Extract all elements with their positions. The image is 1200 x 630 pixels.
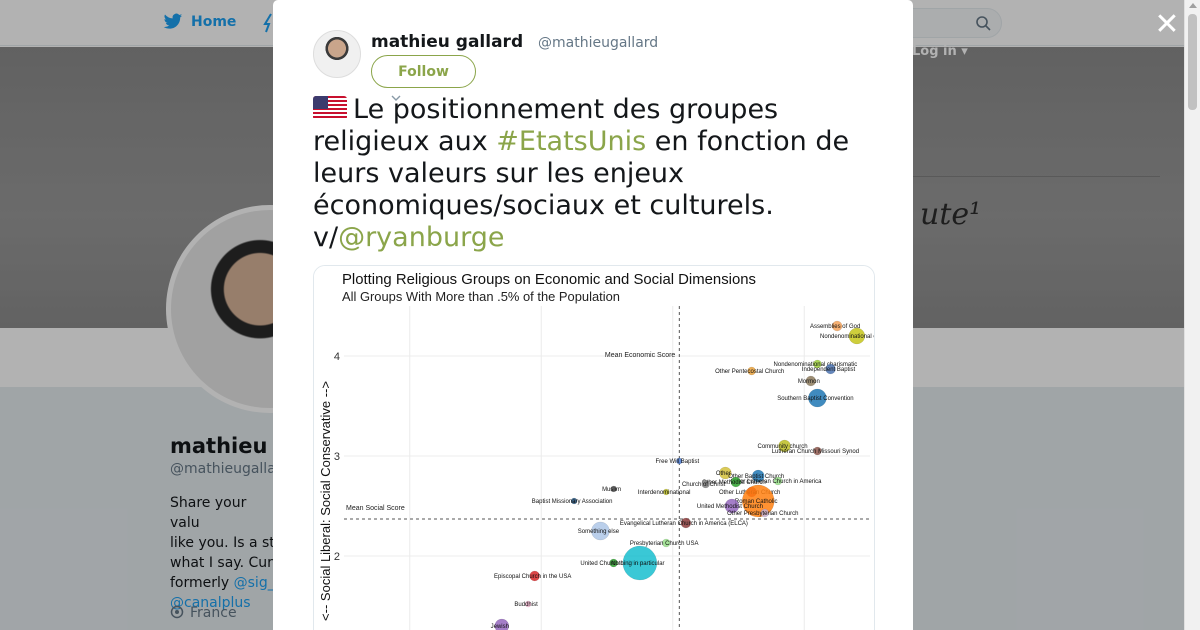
data-point-label: Nothing in particular [611, 561, 664, 567]
nav-home-label: Home [191, 14, 237, 30]
y-axis-label: <-- Social Liberal: Social Conservative … [318, 381, 333, 621]
data-point-label: Roman Catholic [735, 499, 778, 505]
profile-bio: Share your valu like you. Is a st what I… [170, 495, 275, 611]
data-point [610, 485, 617, 493]
login-link[interactable]: Log in ▾ [912, 44, 968, 59]
y-tick-label: 2 [334, 551, 340, 563]
data-point [609, 558, 618, 568]
data-point [848, 327, 866, 345]
data-point-label: Other Lutheran Church in America [730, 479, 822, 485]
tweet-text: Le positionnement des groupes religieux … [313, 94, 850, 253]
data-point [813, 359, 822, 369]
data-point [701, 479, 710, 489]
data-point [494, 618, 510, 630]
data-point [760, 508, 770, 518]
data-point-label: Interdenominational [638, 490, 691, 496]
profile-handle: @mathieugalla [170, 461, 276, 477]
location-pin-icon [170, 605, 184, 619]
data-point-label: Episcopal Church in the USA [494, 574, 571, 580]
close-icon[interactable]: ✕ [1154, 7, 1180, 42]
bio-link-canalplus[interactable]: @canalplus [170, 595, 251, 611]
data-point-label: Other Baptist Church [728, 474, 784, 480]
data-point [825, 363, 836, 375]
y-tick-label: 4 [334, 351, 340, 363]
data-point [831, 320, 843, 332]
scroll-up-arrow[interactable] [1189, 3, 1197, 8]
data-point-label: Mormon [798, 379, 820, 385]
data-point [730, 476, 742, 488]
data-point [805, 375, 817, 387]
chevron-down-icon[interactable] [391, 93, 401, 103]
data-point-label: Other [716, 471, 731, 477]
tweet-modal: mathieu gallard @mathieugallard Follow L… [273, 0, 913, 630]
data-point-label: Jewish [491, 624, 509, 630]
nav-home[interactable]: Home [163, 13, 236, 31]
data-point-label: Evangelical Lutheran Church in America (… [620, 521, 748, 527]
mention-link[interactable]: @ryanburge [338, 222, 505, 253]
tweet-author-handle[interactable]: @mathieugallard [538, 35, 659, 51]
banner-decoration [880, 117, 1160, 177]
data-point-label: Other Presbyterian Church [727, 511, 798, 517]
data-point [661, 538, 671, 548]
banner-text: ute¹ [920, 197, 982, 232]
mean-economic-label: Mean Economic Score [605, 352, 676, 359]
data-point-label: United Church of Christ [580, 561, 643, 567]
us-flag-icon [313, 96, 347, 120]
scatter-chart: 2 3 4 Plotting Religious Groups on Economic… [314, 266, 875, 630]
data-point [747, 366, 756, 376]
chart-subtitle: All Groups With More than .5% of the Pop… [342, 289, 620, 304]
data-point-label: Community church [758, 444, 808, 450]
data-point-label: Other Methodist Church [702, 480, 766, 486]
scroll-thumb[interactable] [1188, 14, 1197, 110]
data-point-label: Something else [578, 529, 620, 535]
data-point-label: Other Pentecostal Church [715, 369, 784, 375]
data-point-label: Muslim [602, 487, 621, 493]
mean-social-label: Mean Social Score [346, 505, 405, 512]
scrollbar[interactable] [1184, 0, 1200, 630]
data-point-label: Assemblies of God [810, 324, 860, 330]
follow-button[interactable]: Follow [371, 55, 476, 88]
data-point-label: Presbyterian Church USA [630, 541, 699, 547]
data-point [676, 457, 683, 465]
profile-name: mathieu [170, 434, 268, 458]
data-point [622, 545, 658, 581]
data-point [719, 466, 732, 480]
data-point-label: Buddhist [514, 602, 538, 608]
chart-title: Plotting Religious Groups on Economic an… [342, 271, 756, 288]
data-point [680, 517, 692, 529]
data-point-label: Church of Christ [682, 482, 726, 488]
search-icon[interactable] [975, 15, 991, 31]
y-tick-label: 3 [334, 451, 340, 463]
data-point [751, 469, 765, 483]
data-point [741, 484, 775, 518]
data-point-label: Free Will Baptist [655, 459, 699, 465]
moments-icon[interactable] [262, 13, 274, 33]
bio-link[interactable]: @sig_ [233, 575, 275, 591]
data-point [773, 476, 783, 486]
data-point [591, 521, 610, 541]
data-point-label: Nondenominational evang [820, 334, 875, 340]
hashtag-link[interactable]: #EtatsUnis [496, 126, 647, 157]
tweet-media-chart[interactable]: 2 3 4 Plotting Religious Groups on Economic… [313, 265, 875, 630]
profile-location: France [170, 605, 237, 621]
tweet-author-name[interactable]: mathieu gallard [371, 32, 524, 52]
data-point-label: Independent Baptist [802, 367, 856, 373]
twitter-bird-icon [163, 13, 183, 29]
data-point-label: United Methodist Church [697, 504, 763, 510]
tweet-author-avatar[interactable] [313, 30, 361, 78]
data-point-label: Southern Baptist Convention [777, 396, 853, 402]
data-point-label: Lutheran Church Missouri Synod [772, 449, 859, 455]
data-point [570, 497, 578, 505]
data-point [724, 498, 740, 514]
data-point [524, 600, 532, 608]
data-point-label: Baptist Missionary Association [532, 499, 613, 505]
data-point [813, 446, 822, 456]
data-point [778, 439, 791, 453]
data-point [808, 388, 827, 408]
data-point-label: Nondenominational charismatic [774, 362, 858, 368]
data-point [662, 488, 670, 496]
data-point [529, 570, 540, 582]
